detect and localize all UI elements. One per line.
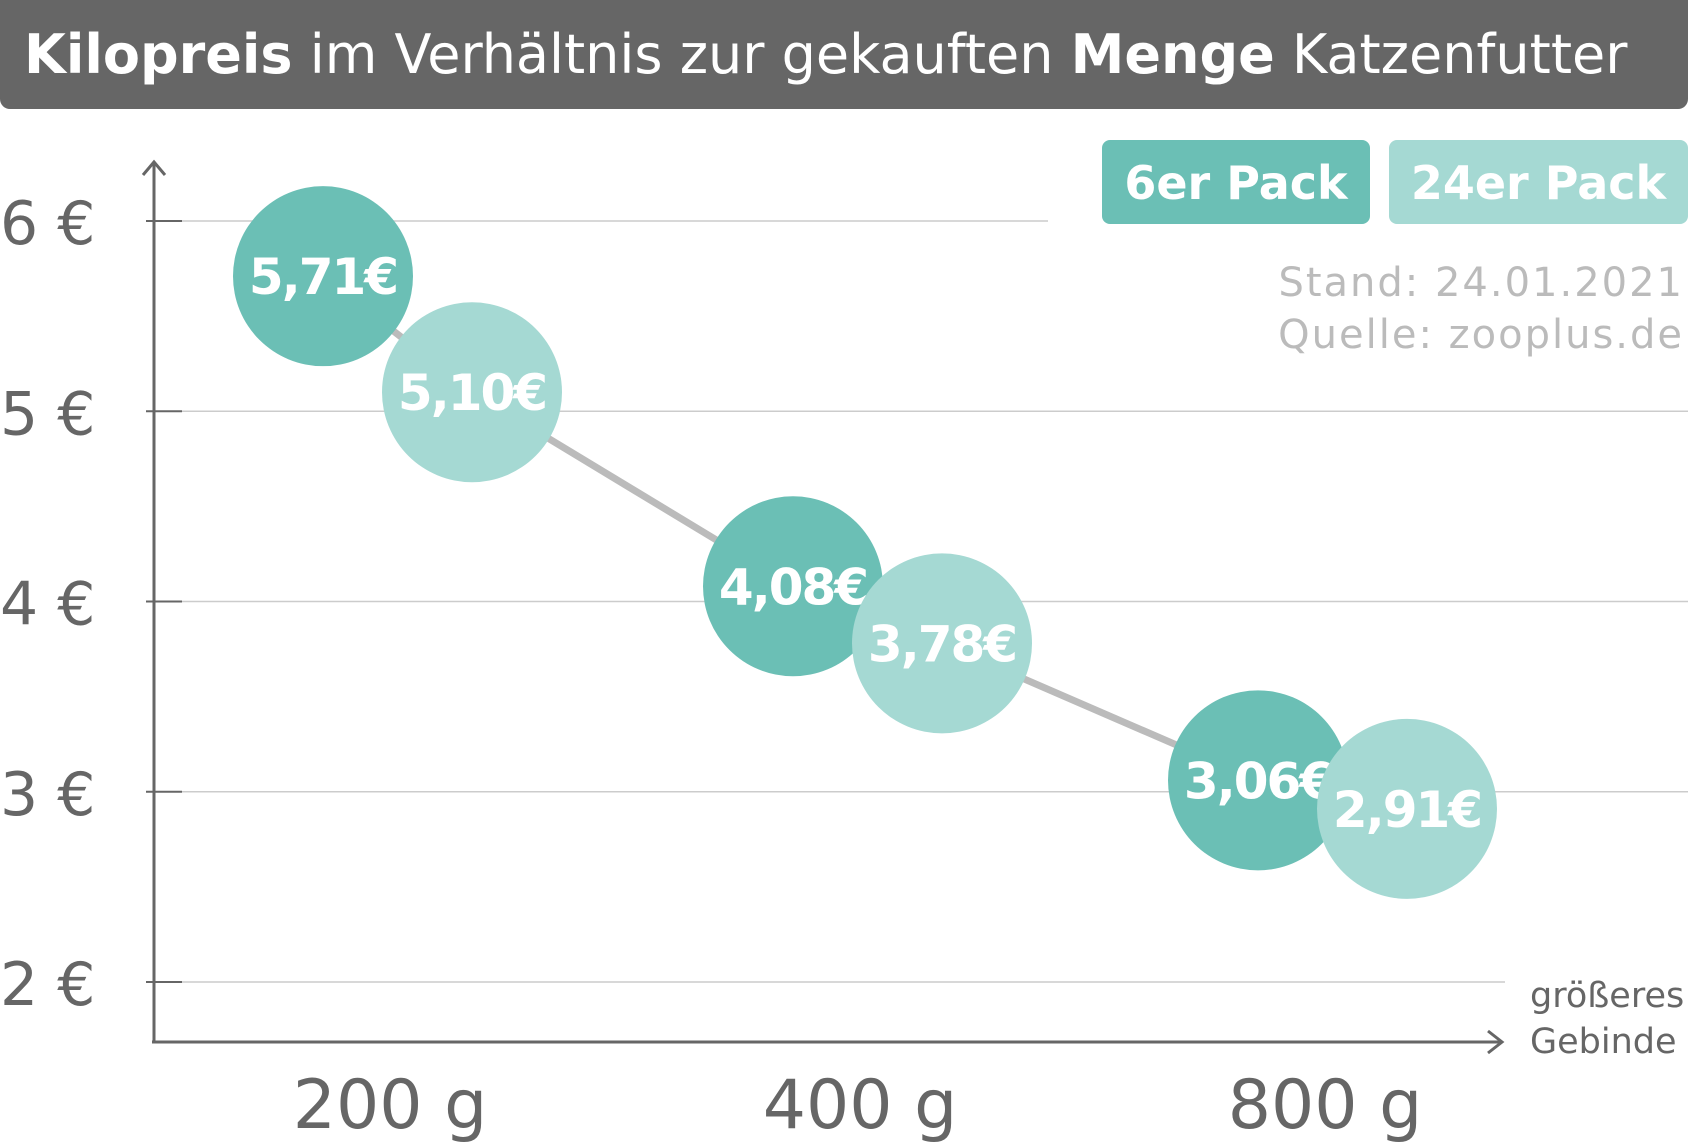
legend: 6er Pack 24er Pack [1102, 140, 1688, 224]
data-points: 5,71€5,10€ 4,08€3,78€ 3,06€ 2,91€ [233, 186, 1497, 899]
x-tick-label: 400 g [763, 1066, 958, 1145]
x-axis-label-line1: größeres [1530, 976, 1684, 1016]
note-stand: Stand: 24.01.2021 [1278, 260, 1684, 306]
note-quelle: Quelle: zooplus.de [1278, 312, 1684, 358]
x-tick-labels: 200 g 400 g 800 g [293, 1066, 1423, 1145]
chart-title: Kilopreis im Verhältnis zur gekauften Me… [24, 0, 1627, 109]
y-axis-arrow-icon [141, 159, 167, 176]
legend-label: 6er Pack [1124, 156, 1349, 210]
data-label: 5,71€ [249, 248, 397, 306]
title-end: Katzenfutter [1274, 23, 1628, 86]
point-6er-pack [233, 186, 413, 367]
y-tick-label: 6 € [0, 189, 95, 259]
legend-swatch [1389, 140, 1688, 224]
x-tick-label: 800 g [1228, 1066, 1423, 1145]
point-6er-pack [703, 496, 883, 677]
x-axis-label-line2: Gebinde [1530, 1022, 1677, 1062]
title-bar: Kilopreis im Verhältnis zur gekauften Me… [0, 0, 1688, 109]
point-24er-pack [852, 553, 1032, 734]
x-axis-arrow-icon [1487, 1029, 1505, 1055]
data-label: 3,78€ [868, 615, 1016, 673]
y-tick-label: 5 € [0, 379, 95, 449]
point-24er-pack [382, 302, 562, 483]
y-tick-label: 2 € [0, 950, 95, 1020]
point-6er-pack [1168, 690, 1348, 871]
legend-swatch [1102, 140, 1370, 224]
y-tick-label: 4 € [0, 570, 95, 640]
data-label: 4,08€ [719, 558, 867, 616]
point-24er-pack [1317, 718, 1497, 899]
title-bold-kilopreis: Kilopreis [24, 23, 293, 86]
axes [141, 159, 1505, 1055]
title-middle: im Verhältnis zur gekauften [292, 23, 1071, 86]
data-label: 2,91€ [1333, 781, 1481, 839]
legend-label: 24er Pack [1411, 156, 1668, 210]
data-label: 5,10€ [398, 364, 546, 422]
y-tick-labels: 2 € 3 € 4 € 5 € 6 € [0, 189, 182, 1020]
data-label: 3,06€ [1184, 752, 1332, 810]
x-tick-label: 200 g [293, 1066, 488, 1145]
y-tick-label: 3 € [0, 760, 95, 830]
title-bold-menge: Menge [1070, 23, 1275, 86]
